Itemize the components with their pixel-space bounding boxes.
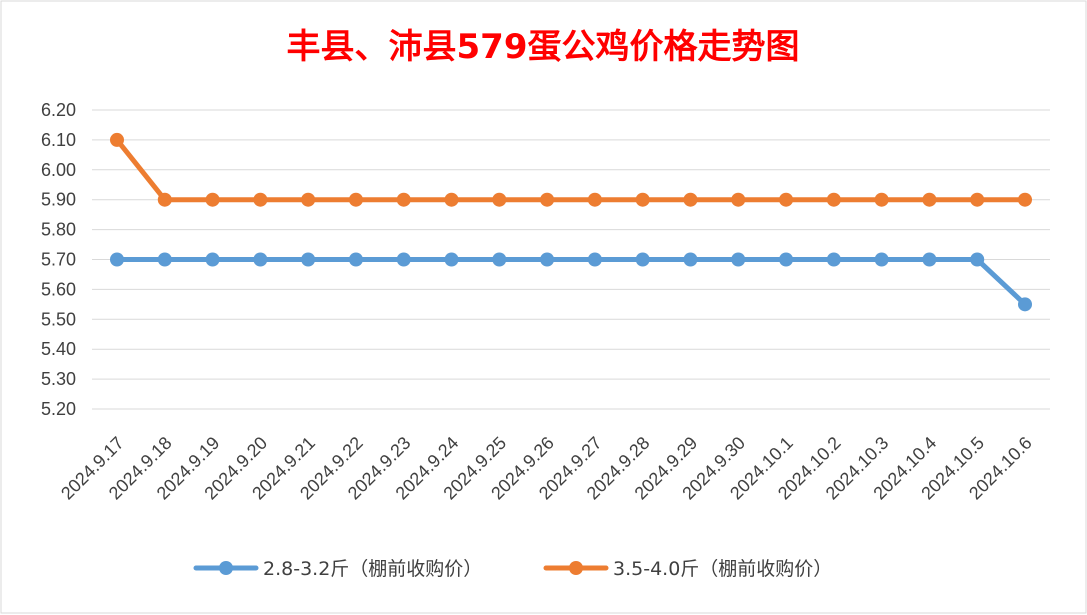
data-point [540,192,555,207]
y-tick-label: 6.20 [41,100,76,120]
data-point [1018,297,1032,312]
legend-swatch-marker [219,561,233,575]
legend-item: 3.5-4.0斤（棚前收购价） [543,558,832,580]
data-point [874,192,889,207]
y-tick-label: 5.50 [41,309,76,329]
data-point [779,192,794,207]
y-tick-label: 6.00 [41,160,76,180]
legend-label: 2.8-3.2斤（棚前收购价） [263,558,482,580]
data-point [253,252,268,267]
series-line [114,257,1028,307]
data-point [157,252,172,267]
y-tick-label: 5.60 [41,279,76,299]
series-lines [110,132,1032,312]
y-tick-label: 5.30 [41,369,76,389]
y-tick-label: 5.80 [41,220,76,240]
data-point [396,252,411,267]
data-point [683,252,698,267]
data-point [492,192,507,207]
y-axis-tick-labels: 5.20 5.30 5.40 5.50 5.60 5.70 5.80 5.90 6.00 6.10… [41,100,76,419]
data-point [826,192,841,207]
data-point [110,132,124,147]
data-point [157,192,172,207]
legend-item: 2.8-3.2斤（棚前收购价） [193,558,482,580]
y-tick-label: 5.20 [41,399,76,419]
data-point [922,192,937,207]
data-point [396,192,411,207]
legend-swatch-marker [569,561,583,575]
data-point [444,252,459,267]
data-point [826,252,841,267]
series-1 [110,252,1032,312]
data-point [205,192,220,207]
data-point [348,252,363,267]
chart-title: 丰县、沛县579蛋公鸡价格走势图 [287,27,800,67]
data-point [587,192,602,207]
legend: 2.8-3.2斤（棚前收购价） 3.5-4.0斤（棚前收购价） [193,558,832,580]
data-point [1018,192,1032,207]
data-point [253,192,268,207]
legend-label: 3.5-4.0斤（棚前收购价） [613,558,832,580]
data-point [540,252,555,267]
data-point [683,192,698,207]
series-2 [110,132,1032,207]
y-tick-label: 5.70 [41,250,76,270]
data-point [731,192,746,207]
series-line [114,137,1028,203]
data-point [731,252,746,267]
data-point [874,252,889,267]
data-point [301,252,316,267]
data-point [587,252,602,267]
data-point [922,252,937,267]
data-point [110,252,124,267]
y-tick-label: 5.40 [41,339,76,359]
y-tick-label: 5.90 [41,190,76,210]
y-tick-label: 6.10 [41,130,76,150]
data-point [970,252,985,267]
data-point [301,192,316,207]
data-point [970,192,985,207]
data-point [444,192,459,207]
data-point [779,252,794,267]
data-point [348,192,363,207]
data-point [205,252,220,267]
data-point [635,252,650,267]
data-point [492,252,507,267]
data-point [635,192,650,207]
